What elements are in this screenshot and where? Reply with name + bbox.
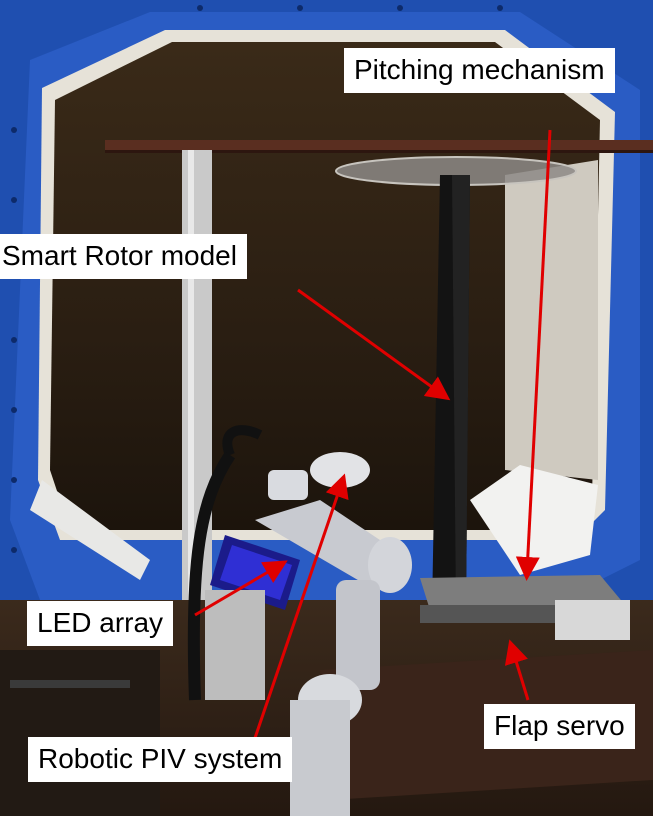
label-smart-rotor-model: Smart Rotor model [0,234,247,279]
label-flap-servo: Flap servo [484,704,635,749]
label-pitching-mechanism: Pitching mechanism [344,48,615,93]
label-robotic-piv-system: Robotic PIV system [28,737,293,782]
label-led-array: LED array [27,601,174,646]
